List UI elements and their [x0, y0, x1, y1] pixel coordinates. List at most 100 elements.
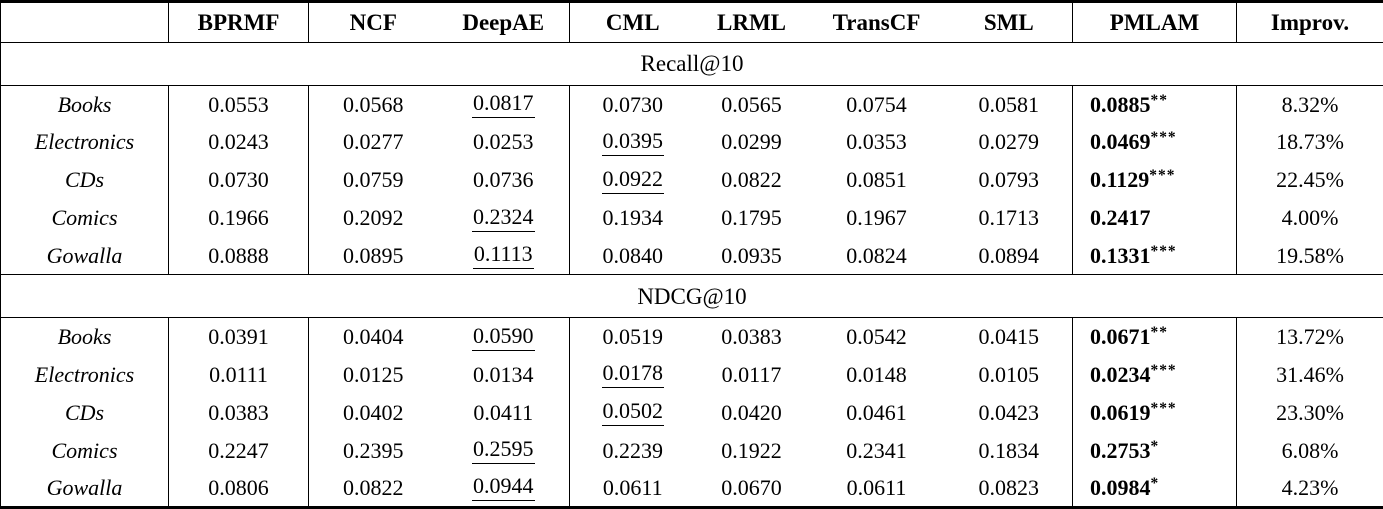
second-best-underlined-value: 0.0817 — [472, 90, 535, 119]
value-cell: 0.0670 — [721, 474, 782, 500]
value-cell: 0.1713 — [945, 199, 1073, 238]
value-cell: 0.0806 — [168, 469, 309, 508]
value-cell: 0.0277 — [343, 129, 404, 155]
dataset-cell: Comics — [0, 431, 169, 470]
improvement-cell: 4.00% — [1281, 205, 1339, 231]
improvement-cell: 8.32% — [1281, 91, 1339, 117]
value-cell: 0.0391 — [168, 317, 309, 356]
section-title: NDCG@10 — [0, 274, 1383, 319]
value-cell: 0.0253 — [437, 123, 570, 162]
value-cell: 0.0922 — [570, 161, 696, 199]
col-header-cml: CML — [569, 1, 696, 43]
dataset-cell: Books — [0, 317, 169, 356]
dataset-cell: Electronics — [0, 355, 169, 394]
value-cell: 0.0411 — [437, 393, 570, 432]
pmlam-value-cell: 0.0469*** — [1072, 123, 1237, 162]
table-row: Books 0.0553 0.0568 0.0817 0.0730 0.0565 0.075… — [0, 85, 1383, 124]
improvement-cell: 19.58% — [1276, 242, 1344, 268]
value-cell: 0.0840 — [602, 242, 664, 268]
improvement-cell: 13.72% — [1276, 324, 1344, 350]
section-title-row: Recall@10 — [0, 41, 1383, 87]
value-cell: 0.0125 — [343, 361, 404, 387]
pmlam-value-cell: 0.1129*** — [1072, 161, 1237, 200]
value-cell: 0.0565 — [721, 91, 782, 117]
value-cell: 0.0105 — [945, 355, 1073, 394]
value-cell: 0.0383 — [168, 393, 309, 432]
header-row: BPRMF NCF DeepAE CML LRML TransCF SML PM… — [0, 1, 1383, 43]
significance-stars: *** — [1150, 399, 1177, 417]
value-cell: 0.0542 — [846, 324, 907, 350]
value-cell: 0.0111 — [168, 355, 309, 394]
dataset-cell: Comics — [0, 199, 169, 238]
value-cell: 0.0415 — [945, 317, 1073, 356]
value-cell: 0.0824 — [846, 242, 907, 268]
col-header-pmlam: PMLAM — [1072, 1, 1237, 43]
improvement-cell: 22.45% — [1276, 167, 1344, 193]
value-cell: 0.0851 — [846, 167, 907, 193]
second-best-underlined-value: 0.2324 — [472, 204, 535, 232]
significance-stars: *** — [1150, 129, 1177, 147]
value-cell: 0.0759 — [343, 167, 404, 193]
value-cell: 0.0822 — [721, 167, 782, 193]
value-cell: 0.0423 — [945, 393, 1073, 432]
improvement-cell: 6.08% — [1281, 437, 1339, 463]
improvement-cell: 4.23% — [1281, 474, 1339, 500]
value-cell: 0.0590 — [437, 317, 570, 356]
value-cell: 0.0935 — [721, 242, 782, 268]
value-cell: 0.0817 — [437, 85, 570, 124]
second-best-underlined-value: 0.0944 — [472, 473, 535, 502]
value-cell: 0.2239 — [602, 437, 664, 463]
significance-stars: *** — [1150, 361, 1177, 379]
value-cell: 0.0402 — [343, 399, 404, 425]
value-cell: 0.0568 — [343, 91, 404, 117]
table-row: Comics 0.2247 0.2395 0.2595 0.2239 0.1922 0.23… — [0, 431, 1383, 470]
value-cell: 0.1934 — [602, 205, 664, 231]
table-row: Books 0.0391 0.0404 0.0590 0.0519 0.0383 0.054… — [0, 317, 1383, 356]
col-header-lrml: LRML — [695, 1, 808, 43]
second-best-underlined-value: 0.0590 — [472, 323, 535, 351]
value-cell: 0.0895 — [343, 242, 404, 268]
value-cell: 0.0299 — [721, 129, 782, 155]
value-cell: 0.2247 — [168, 431, 309, 470]
value-cell: 0.0117 — [721, 361, 782, 387]
section-title: Recall@10 — [0, 41, 1383, 87]
value-cell: 0.2341 — [846, 437, 907, 463]
improvement-cell: 23.30% — [1276, 399, 1344, 425]
value-cell: 0.2395 — [343, 437, 404, 463]
second-best-underlined-value: 0.1113 — [472, 241, 534, 270]
value-cell: 0.0519 — [602, 324, 664, 350]
table-row: Electronics 0.0243 0.0277 0.0253 0.0395 0.029… — [0, 123, 1383, 162]
pmlam-value-cell: 0.0671** — [1072, 317, 1237, 356]
significance-stars: ** — [1150, 324, 1168, 342]
col-header-sml: SML — [945, 1, 1073, 43]
value-cell: 0.0611 — [846, 474, 907, 500]
dataset-cell: Books — [0, 85, 169, 124]
second-best-underlined-value: 0.0502 — [601, 398, 664, 427]
value-cell: 0.0502 — [570, 394, 696, 432]
value-cell: 0.0944 — [437, 469, 570, 508]
significance-stars: * — [1150, 474, 1160, 492]
value-cell: 0.0420 — [721, 399, 782, 425]
value-cell: 0.1966 — [168, 199, 309, 238]
value-cell: 0.0754 — [846, 91, 907, 117]
value-cell: 0.0395 — [570, 123, 696, 161]
value-cell: 0.0134 — [437, 355, 570, 394]
value-cell: 0.0553 — [168, 85, 309, 124]
value-cell: 0.0823 — [945, 469, 1073, 508]
value-cell: 0.2092 — [343, 205, 404, 231]
table-row: CDs 0.0730 0.0759 0.0736 0.0922 0.0822 0.0851 0… — [0, 161, 1383, 200]
value-cell: 0.0383 — [721, 324, 782, 350]
value-cell: 0.0461 — [846, 399, 907, 425]
significance-stars: *** — [1149, 167, 1176, 185]
pmlam-value-cell: 0.0984* — [1072, 469, 1237, 508]
table-row: CDs 0.0383 0.0402 0.0411 0.0502 0.0420 0.0461 0… — [0, 393, 1383, 432]
table-body: Recall@10 Books 0.0553 0.0568 0.0817 0.0730 0.… — [0, 41, 1383, 508]
value-cell: 0.0148 — [846, 361, 907, 387]
value-cell: 0.0894 — [945, 237, 1073, 275]
section-title-row: NDCG@10 — [0, 274, 1383, 319]
pmlam-value-cell: 0.0619*** — [1072, 393, 1237, 432]
value-cell: 0.1795 — [721, 205, 782, 231]
dataset-cell: Gowalla — [0, 469, 169, 508]
value-cell: 0.1113 — [437, 237, 570, 275]
second-best-underlined-value: 0.0178 — [601, 361, 664, 389]
